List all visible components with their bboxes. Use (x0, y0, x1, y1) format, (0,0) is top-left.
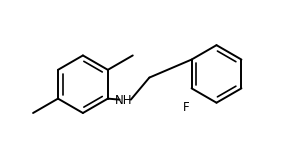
Text: F: F (183, 101, 190, 114)
Text: NH: NH (115, 94, 132, 107)
